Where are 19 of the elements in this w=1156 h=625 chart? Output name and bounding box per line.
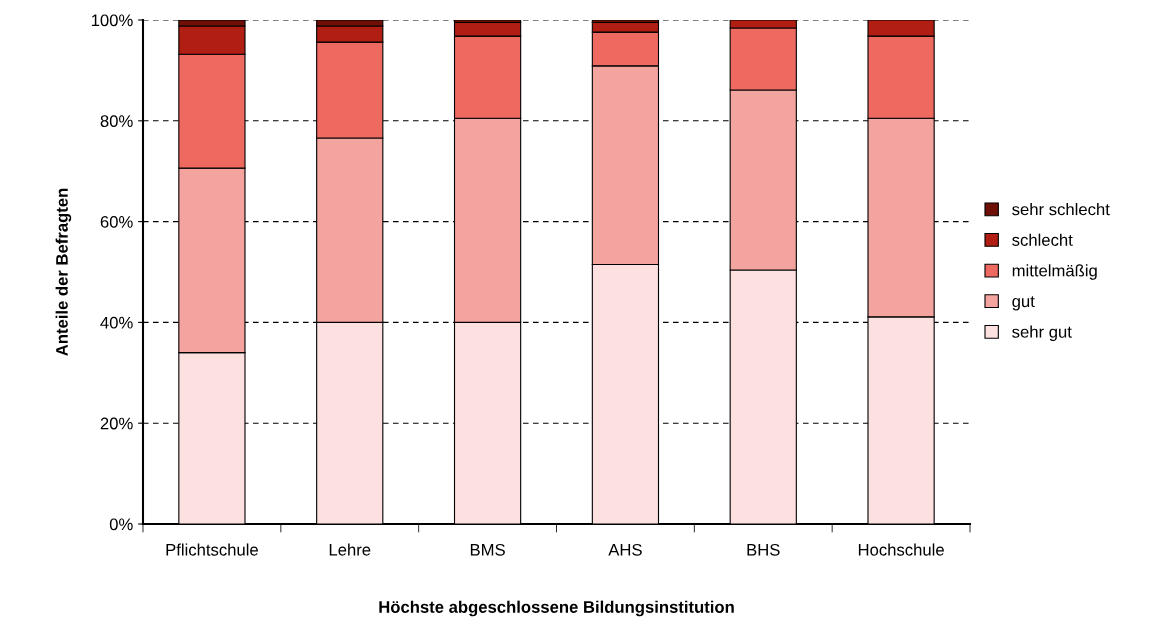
x-tick-label: AHS	[608, 543, 642, 556]
y-tick-label: 0%	[109, 518, 133, 531]
legend-label: sehr gut	[1012, 325, 1072, 342]
x-tick-label: Pflichtschule	[166, 543, 258, 556]
y-tick-label: 60%	[100, 216, 133, 228]
y-tick-label: 20%	[100, 417, 133, 430]
y-tick-label: 40%	[100, 316, 133, 329]
legend-label: mittelmäßig	[1012, 264, 1097, 280]
x-tick-label: BMS	[470, 543, 505, 556]
x-tick-label: BHS	[747, 543, 780, 556]
x-tick-label: Lehre	[329, 543, 371, 556]
y-tick-label: 80%	[100, 115, 133, 127]
x-axis-title: Höchste abgeschlossene Bildungsinstitution	[379, 600, 734, 617]
legend-label: gut	[1012, 296, 1035, 311]
x-tick-label: Hochschule	[858, 543, 944, 556]
y-tick-label: 100%	[91, 14, 133, 27]
legend-label: schlecht	[1012, 233, 1073, 246]
legend-label: sehr schlecht	[1012, 203, 1110, 216]
y-axis-title: Anteile der Befragten	[55, 188, 72, 356]
